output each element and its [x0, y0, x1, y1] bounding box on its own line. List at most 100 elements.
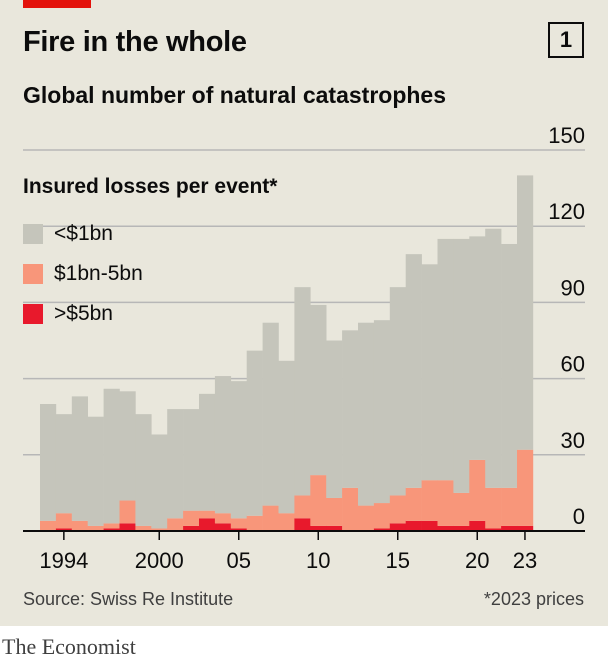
bar-segment: [40, 404, 57, 521]
bar-segment: [87, 416, 104, 526]
bar-segment: [199, 510, 216, 519]
bar-segment: [373, 320, 391, 504]
label-layer: 0 30 60 90 120 150 1994 2000 05 10 15 20 23: [39, 123, 585, 573]
y-tick-label: 150: [548, 123, 585, 148]
bar-segment: [342, 487, 359, 531]
bar-segment: [135, 414, 152, 526]
bar-segment: [183, 409, 200, 511]
bar-segment: [373, 503, 391, 529]
bar-segment: [437, 525, 454, 531]
bar-segment: [135, 525, 152, 531]
bar-segment: [469, 236, 486, 460]
bar-segment: [230, 528, 247, 531]
bar-segment: [421, 264, 438, 481]
bar-segment: [405, 520, 422, 531]
bar-segment: [437, 238, 454, 481]
x-tick-label: 2000: [135, 548, 184, 573]
bar-segment: [278, 360, 295, 514]
y-tick-label: 0: [573, 504, 585, 529]
bar-segment: [119, 391, 136, 501]
bar-segment: [501, 487, 518, 526]
bar-segment: [87, 525, 104, 531]
bar-segment: [453, 492, 470, 526]
bar-segment: [453, 238, 470, 493]
x-tick-label: 1994: [39, 548, 88, 573]
y-tick-label: 90: [561, 275, 585, 300]
legend-swatch-red: [23, 304, 43, 324]
legend-label: <$1bn: [54, 222, 113, 245]
bar-segment: [246, 515, 263, 531]
brand-red-tab: [23, 0, 91, 8]
bar-segment: [389, 287, 406, 496]
bar-segment: [517, 175, 534, 450]
bar-segment: [294, 495, 311, 519]
bar-segment: [246, 350, 263, 516]
bar-segment: [326, 340, 343, 498]
bar-segment: [342, 330, 359, 488]
bar-segment: [55, 513, 73, 529]
legend-item-under-1bn: <$1bn: [23, 222, 113, 246]
chart-subtitle: Global number of natural catastrophes: [23, 82, 447, 108]
x-tick-label: 20: [465, 548, 489, 573]
bar-segment: [40, 520, 57, 531]
bar-segment: [214, 376, 232, 514]
bar-segment: [262, 505, 279, 531]
axis-layer: [23, 530, 585, 540]
bar-segment: [421, 520, 438, 531]
bar-segment: [358, 322, 375, 506]
bar-segment: [119, 500, 136, 524]
bar-segment: [469, 520, 486, 531]
bar-segment: [358, 505, 375, 531]
bar-segment: [517, 449, 534, 526]
legend-item-1bn-5bn: $1bn-5bn: [23, 262, 143, 286]
bar-segment: [278, 513, 295, 531]
bar-segment: [326, 525, 343, 531]
source-note: Source: Swiss Re Institute: [23, 589, 234, 609]
bar-layer: [40, 175, 534, 531]
bar-segment: [230, 381, 247, 519]
bar-segment: [55, 414, 73, 514]
bar-segment: [183, 525, 200, 531]
bar-segment: [485, 228, 502, 488]
y-tick-label: 30: [561, 428, 585, 453]
bar-segment: [517, 525, 534, 531]
bar-segment: [501, 243, 518, 488]
bar-segment: [71, 396, 88, 521]
bar-segment: [485, 528, 502, 531]
bar-segment: [262, 322, 279, 506]
bar-segment: [199, 393, 216, 511]
bar-segment: [437, 480, 454, 526]
x-tick-label: 23: [513, 548, 537, 573]
bar-segment: [103, 523, 120, 529]
bar-segment: [310, 475, 327, 526]
bar-segment: [167, 518, 184, 531]
bar-segment: [183, 510, 200, 526]
legend-label: >$5bn: [54, 302, 113, 325]
x-tick-label: 15: [386, 548, 410, 573]
bar-segment: [326, 497, 343, 526]
legend-label: $1bn-5bn: [54, 262, 143, 285]
bar-segment: [389, 495, 406, 524]
bar-segment: [421, 480, 438, 521]
bar-segment: [310, 525, 327, 531]
bar-segment: [214, 513, 232, 524]
bar-segment: [389, 523, 406, 531]
bar-segment: [199, 518, 216, 531]
bar-segment: [501, 525, 518, 531]
footnote: *2023 prices: [483, 589, 584, 609]
legend-swatch-salmon: [23, 264, 43, 284]
x-tick-label: 05: [227, 548, 251, 573]
bar-segment: [453, 525, 470, 531]
legend-swatch-grey: [23, 224, 43, 244]
bar-segment: [151, 528, 168, 531]
bar-segment: [294, 518, 311, 531]
bar-chart: 0 30 60 90 120 150 1994 2000 05 10 15 20 23: [23, 123, 585, 573]
chart-title: Fire in the whole: [23, 26, 247, 58]
brand-label: The Economist: [2, 634, 136, 659]
x-tick-label: 10: [306, 548, 330, 573]
bar-segment: [485, 487, 502, 529]
bar-segment: [405, 254, 422, 488]
bar-segment: [55, 528, 73, 531]
y-tick-label: 120: [548, 199, 585, 224]
bar-segment: [310, 304, 327, 476]
